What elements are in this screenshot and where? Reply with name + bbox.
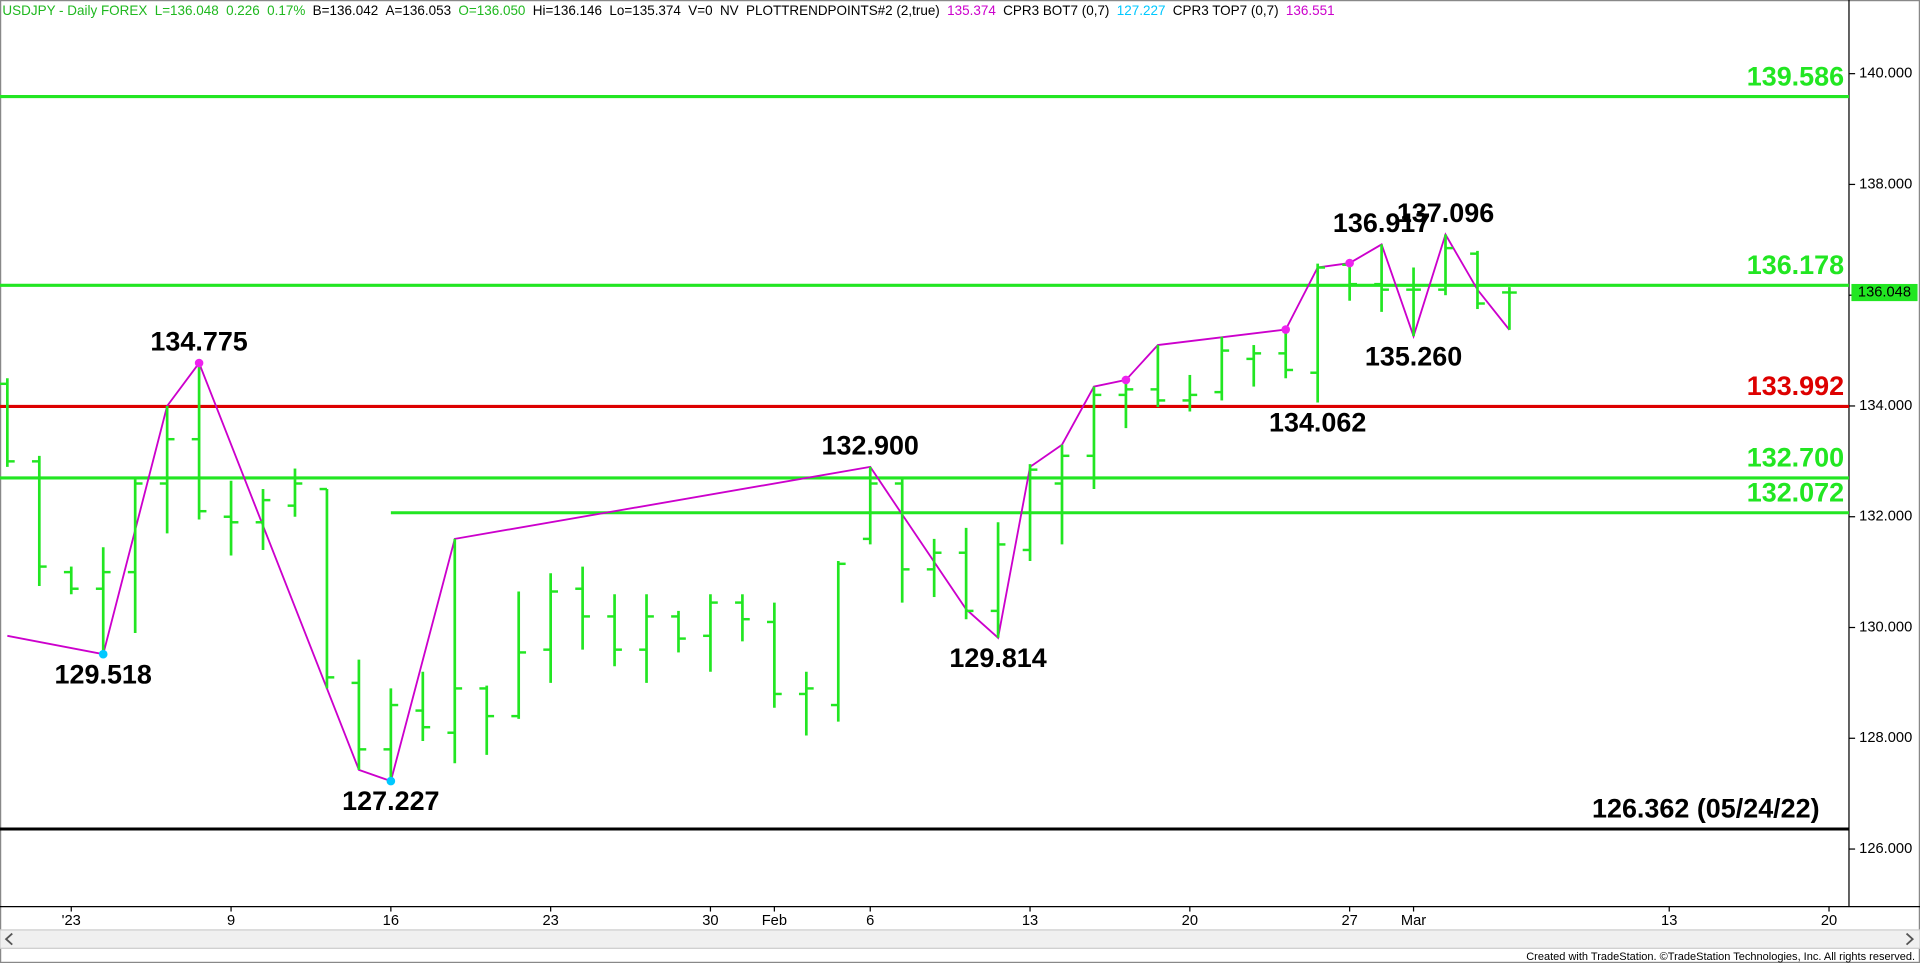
scroll-left[interactable] (4, 932, 13, 946)
y-tick-label: 130.000 (1859, 619, 1912, 635)
x-tick-label: '23 (62, 913, 81, 929)
header-item: Lo=135.374 (609, 3, 681, 18)
x-tick-label: 16 (383, 913, 399, 929)
pivot-dot (1121, 375, 1131, 385)
swing-label: 135.260 (1365, 341, 1462, 371)
header-item: 136.551 (1286, 3, 1335, 18)
trend-line (7, 232, 1511, 783)
x-tick-label: 20 (1182, 913, 1198, 929)
level-label: 136.178 (1747, 250, 1844, 280)
x-tick-label: 30 (702, 913, 718, 929)
header-item: O=136.050 (458, 3, 525, 18)
header-item: L=136.048 (155, 3, 219, 18)
header-item: NV (720, 3, 739, 18)
last-price-tag (1851, 283, 1918, 302)
x-tick-label: Mar (1401, 913, 1426, 929)
y-tick-label: 138.000 (1859, 176, 1912, 192)
level-label: 132.700 (1747, 443, 1844, 473)
pivot-dot (1281, 325, 1290, 334)
header-item: Hi=136.146 (533, 3, 602, 18)
header-item: B=136.042 (313, 3, 379, 18)
x-tick-label: 23 (542, 913, 558, 929)
header: USDJPY - Daily FOREX L=136.048 0.226 0.17% B… (2, 3, 1334, 18)
swing-label: 134.775 (150, 327, 247, 357)
swing-label: 129.814 (949, 643, 1046, 673)
header-item: A=136.053 (386, 3, 452, 18)
header-item: USDJPY - Daily FOREX (2, 3, 147, 18)
pivot-dot (194, 358, 204, 368)
pivot-dot (386, 776, 396, 786)
y-tick-label: 126.000 (1859, 841, 1912, 857)
y-tick-label: 140.000 (1859, 66, 1912, 82)
swing-label: 129.518 (55, 659, 152, 689)
swing-label: 127.227 (342, 786, 439, 816)
header-item: V=0 (688, 3, 712, 18)
scroll-track[interactable] (0, 929, 1920, 949)
header-item: CPR3 TOP7 (0,7) (1173, 3, 1279, 18)
x-tick-label: 9 (227, 913, 235, 929)
y-tick-label: 132.000 (1859, 509, 1912, 525)
header-item: PLOTTRENDPOINTS#2 (2,true) (746, 3, 940, 18)
scroll-right[interactable] (1905, 932, 1915, 946)
x-tick-label: 6 (866, 913, 874, 929)
header-item: 127.227 (1117, 3, 1166, 18)
level-label: 133.992 (1747, 371, 1844, 401)
scrollbar[interactable] (0, 929, 1920, 949)
swing-label: 134.062 (1269, 408, 1366, 438)
x-tick-label: 13 (1022, 913, 1038, 929)
x-tick-label: 27 (1341, 913, 1357, 929)
footer: Created with TradeStation. ©TradeStation… (1526, 951, 1915, 963)
pivot-dot (98, 649, 108, 659)
x-tick-label: Feb (762, 913, 787, 929)
swing-label: 136.917 (1333, 208, 1430, 238)
header-item: 0.226 (226, 3, 260, 18)
level-label: 132.072 (1747, 477, 1844, 507)
level-label: 126.362 (05/24/22) (1592, 794, 1820, 824)
header-item: CPR3 BOT7 (0,7) (1003, 3, 1109, 18)
header-item: 135.374 (947, 3, 996, 18)
y-tick-label: 134.000 (1859, 398, 1912, 414)
last-price-label: 136.048 (1858, 284, 1911, 300)
swing-label: 132.900 (822, 430, 919, 460)
pivot-dot (1345, 258, 1354, 268)
header-item: 0.17% (267, 3, 305, 18)
x-tick-label: 20 (1821, 913, 1837, 929)
level-label: 139.586 (1747, 61, 1844, 91)
swing-label: 137.096 (1397, 198, 1494, 228)
x-tick-label: 13 (1661, 913, 1677, 929)
y-tick-label: 128.000 (1859, 730, 1912, 746)
